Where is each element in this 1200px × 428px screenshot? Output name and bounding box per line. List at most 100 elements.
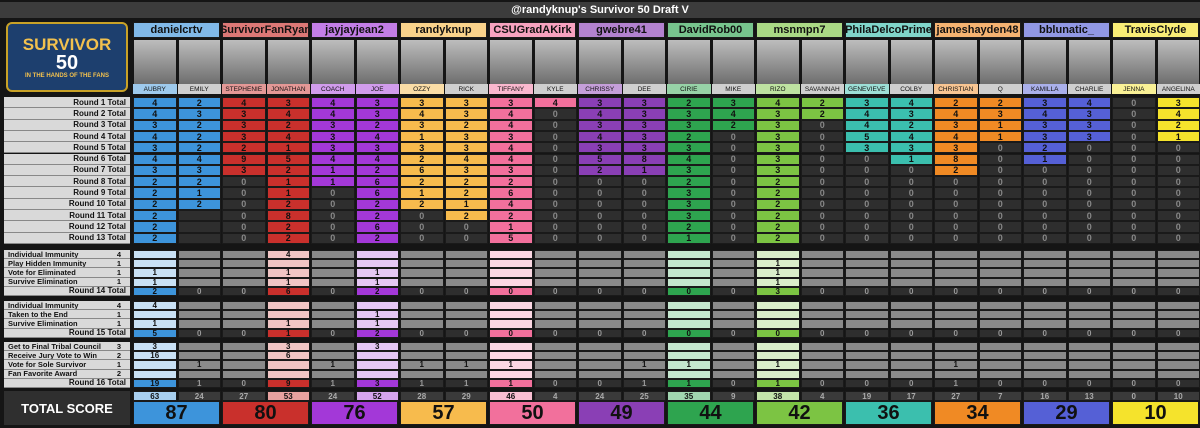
bonus-score [444,310,488,320]
bonus-score [578,259,622,269]
round-score: 2 [756,198,800,210]
round-score: 0 [711,164,755,177]
team-total: 10 [1112,401,1199,425]
section-total: 0 [578,286,622,296]
bonus-score [311,351,355,361]
round-score: 0 [845,187,889,199]
round-score: 4 [489,153,533,165]
bonus-score [400,301,444,311]
team-name: PhilaDelcoPrime [845,22,932,38]
round-score: 6 [489,187,533,199]
player-photo [1113,40,1155,84]
bonus-score [711,360,755,370]
bonus-score [800,250,844,260]
round-score: 0 [222,176,266,188]
bonus-score [1067,310,1111,320]
bonus-score [845,351,889,361]
round-score: 4 [177,153,221,165]
round-score: 0 [533,198,577,210]
bonus-label: Fan Favorite Award [4,369,108,379]
round-score: 0 [800,130,844,143]
round-score: 2 [444,176,488,188]
bonus-score [177,301,221,311]
player-photo [623,40,665,84]
bonus-score [1023,360,1067,370]
bonus-score [222,310,266,320]
bonus-score [889,310,933,320]
bonus-score [355,360,399,370]
bonus-score: 1 [266,277,310,287]
bonus-score [489,301,533,311]
section-total: 0 [978,286,1022,296]
bonus-score [355,250,399,260]
bonus-score [889,250,933,260]
round-score: 2 [177,97,221,109]
bonus-score [400,259,444,269]
bonus-label: Play Hidden Immunity [4,259,108,269]
bonus-score [1156,268,1200,278]
player-total: 24 [578,391,622,401]
round-score: 3 [622,130,666,143]
round-score: 2 [1156,119,1200,131]
bonus-score [311,319,355,329]
bonus-score [533,250,577,260]
section-total: 0 [756,328,800,338]
bonus-score [711,310,755,320]
round-score: 0 [444,232,488,244]
bonus-points: 1 [108,360,130,370]
bonus-score [978,310,1022,320]
bonus-score [177,277,221,287]
player-photo [668,40,710,84]
section-total: 0 [1023,328,1067,338]
round-score: 3 [400,97,444,109]
bonus-label: Vote for Sole Survivor [4,360,108,370]
bonus-score [489,277,533,287]
player-photo [1068,40,1110,84]
round-label: Round 2 Total [4,108,130,120]
round-score: 0 [889,164,933,177]
bonus-score [1023,277,1067,287]
round-score: 2 [1023,142,1067,154]
player-photo [356,40,398,84]
bonus-score [667,277,711,287]
bonus-score [489,351,533,361]
round-score: 3 [1067,130,1111,143]
bonus-score [800,342,844,352]
round-score: 3 [667,142,711,154]
round-score: 0 [1156,142,1200,154]
player-name: OZZY [400,84,444,94]
player-total: 27 [222,391,266,401]
bonus-score [800,277,844,287]
bonus-score [400,369,444,379]
bonus-score: 3 [355,342,399,352]
bonus-score [444,259,488,269]
round-score: 0 [800,164,844,177]
round-score: 0 [1067,210,1111,222]
round-score: 4 [1067,97,1111,109]
bonus-score [978,360,1022,370]
section-total: 0 [444,328,488,338]
round-score: 0 [533,153,577,165]
bonus-score [311,301,355,311]
bonus-score [711,319,755,329]
bonus-score [222,360,266,370]
round-score: 0 [1067,187,1111,199]
bonus-score [756,301,800,311]
section-total: 0 [311,328,355,338]
player-name: Q [978,84,1022,94]
bonus-score [978,301,1022,311]
player-photo [178,40,220,84]
round-score: 3 [222,130,266,143]
round-score: 1 [978,130,1022,143]
round-score: 3 [667,164,711,177]
team-name: jameshayden48 [934,22,1021,38]
round-score: 1 [177,187,221,199]
bonus-score [578,360,622,370]
round-score: 4 [1023,108,1067,120]
round-score: 2 [177,198,221,210]
section-total: 0 [711,286,755,296]
round-score: 0 [1067,153,1111,165]
round-score: 0 [1067,164,1111,177]
bonus-score [1067,250,1111,260]
round-score: 0 [711,232,755,244]
